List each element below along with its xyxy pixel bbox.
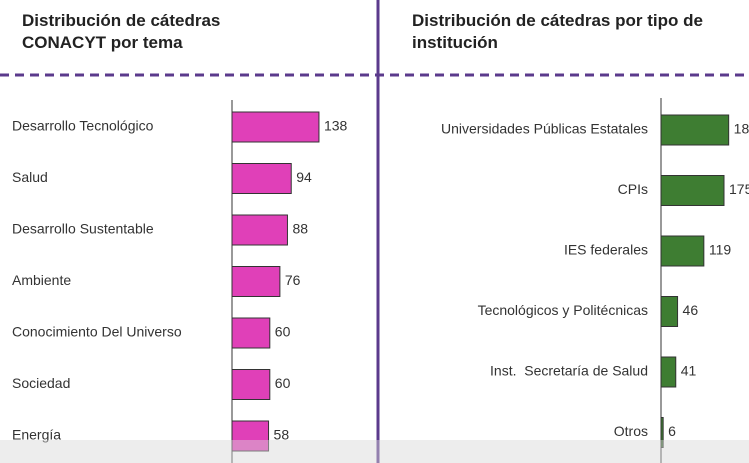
category-label: Universidades Públicas Estatales	[441, 121, 648, 137]
chart-title: Distribución de cátedras CONACYT por tem…	[22, 11, 221, 52]
bottom-shade	[0, 440, 749, 463]
bar	[231, 420, 270, 452]
value-label: 6	[668, 423, 676, 439]
value-label: 76	[285, 272, 301, 288]
category-label: Conocimiento Del Universo	[12, 324, 182, 340]
bar	[231, 163, 292, 194]
bar	[231, 266, 281, 297]
category-label: Otros	[614, 423, 648, 439]
value-label: 46	[683, 302, 699, 318]
value-label: 60	[275, 375, 291, 391]
category-label: CPIs	[618, 181, 648, 197]
chart-title: Distribución de cátedras por tipo de ins…	[412, 11, 703, 52]
category-label: Desarrollo Tecnológico	[12, 118, 154, 134]
category-label: Energía	[12, 427, 61, 443]
bar	[660, 417, 664, 448]
category-label: IES federales	[564, 242, 648, 258]
value-label: 88	[292, 221, 308, 237]
category-label: Ambiente	[12, 272, 71, 288]
bar	[231, 317, 271, 349]
value-label: 60	[275, 324, 291, 340]
bar	[660, 235, 705, 267]
value-label: 58	[274, 427, 290, 443]
category-label: Desarrollo Sustentable	[12, 221, 154, 237]
bar	[660, 175, 725, 206]
category-label: Sociedad	[12, 375, 70, 391]
bar	[231, 369, 271, 400]
value-label: 94	[296, 169, 312, 185]
category-label: Salud	[12, 169, 48, 185]
category-label: Inst. Secretaría de Salud	[490, 363, 648, 379]
value-label: 175	[729, 181, 749, 197]
bar	[660, 356, 677, 388]
value-label: 138	[324, 118, 348, 134]
bar	[660, 296, 679, 327]
value-label: 41	[681, 363, 697, 379]
category-label: Tecnológicos y Politécnicas	[478, 302, 648, 318]
value-label: 188	[734, 121, 749, 137]
bar	[231, 111, 320, 143]
bar	[231, 214, 288, 246]
bar	[660, 114, 730, 146]
value-label: 119	[709, 242, 732, 258]
